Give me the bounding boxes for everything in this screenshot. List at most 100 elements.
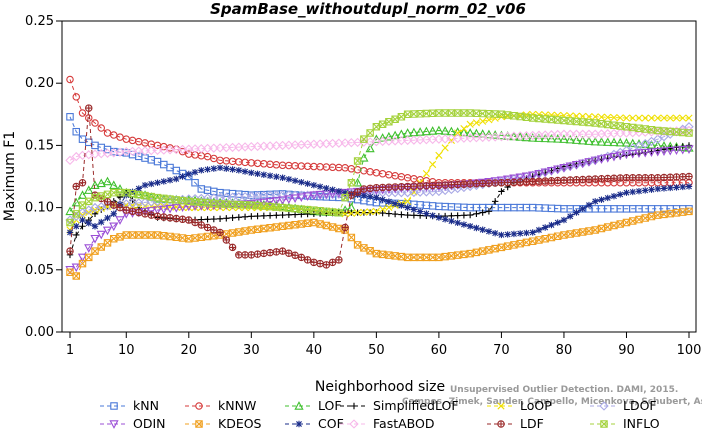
data-point [190, 202, 200, 211]
data-point [265, 141, 275, 151]
data-point [328, 223, 337, 231]
data-point [666, 209, 674, 218]
data-point [385, 210, 393, 217]
data-point [165, 145, 175, 155]
data-point [609, 128, 619, 139]
data-point [598, 196, 605, 203]
series-line [69, 167, 690, 236]
data-point [454, 219, 461, 226]
data-point [398, 183, 405, 190]
data-point [179, 216, 186, 223]
y-tick-label: 0.15 [25, 138, 54, 153]
data-point [352, 177, 363, 187]
data-point [585, 201, 593, 209]
data-point [228, 229, 237, 237]
data-point [610, 192, 618, 200]
data-point [271, 190, 282, 201]
data-point [304, 180, 311, 187]
data-point [141, 182, 149, 189]
data-point [323, 184, 330, 192]
y-tick-label: 0.20 [25, 76, 54, 91]
data-point [290, 194, 300, 204]
data-point [446, 134, 457, 144]
data-point [348, 191, 355, 199]
data-point [129, 208, 136, 215]
data-point [504, 179, 511, 186]
data-point [373, 194, 380, 201]
data-point [554, 219, 561, 226]
data-point [379, 205, 387, 213]
data-point [515, 131, 525, 141]
data-point [371, 136, 382, 147]
data-point [204, 216, 211, 223]
data-point [160, 178, 167, 185]
data-point [498, 231, 505, 239]
data-point [360, 135, 368, 143]
data-point [540, 168, 550, 178]
data-point [560, 231, 568, 239]
data-point [390, 136, 400, 146]
data-point [648, 174, 655, 181]
data-point [377, 136, 388, 147]
data-point [491, 244, 499, 253]
data-point [91, 141, 99, 150]
data-point [223, 215, 230, 222]
data-point [266, 224, 274, 232]
data-point [660, 114, 668, 122]
data-point [198, 221, 205, 229]
data-point [285, 211, 293, 219]
data-point [366, 185, 374, 192]
data-point [72, 93, 81, 101]
data-point [272, 223, 281, 231]
series-knn [66, 113, 693, 213]
data-point [423, 210, 430, 217]
data-point [198, 167, 205, 174]
data-point [665, 146, 675, 156]
data-point [391, 183, 399, 191]
data-point [260, 224, 268, 233]
data-point [591, 226, 599, 234]
data-point [434, 125, 444, 135]
data-point [460, 221, 468, 228]
data-point [679, 173, 686, 180]
data-point [246, 200, 256, 209]
legend-marker [195, 402, 203, 410]
data-point [622, 114, 631, 122]
data-point [642, 174, 649, 181]
data-point [160, 213, 167, 221]
data-point [604, 194, 611, 202]
data-point [379, 196, 386, 203]
legend-marker [349, 419, 359, 429]
data-point [241, 227, 249, 235]
data-point [559, 129, 569, 139]
data-point [303, 219, 312, 228]
data-point [485, 180, 493, 187]
data-point [291, 252, 299, 259]
data-point [360, 244, 368, 252]
legend-marker [294, 401, 304, 410]
data-point [259, 191, 269, 201]
data-point [560, 216, 568, 224]
data-point [109, 180, 119, 189]
data-point [460, 212, 468, 219]
data-point [104, 214, 111, 222]
data-point [159, 205, 169, 215]
data-point [273, 173, 280, 180]
data-point [635, 215, 643, 224]
data-point [241, 168, 249, 175]
data-point [359, 137, 369, 147]
data-point [534, 170, 544, 179]
data-point [79, 223, 86, 230]
data-point [547, 233, 556, 242]
data-point [166, 177, 174, 184]
data-point [191, 178, 199, 187]
data-point [659, 147, 669, 156]
data-point [585, 112, 593, 121]
data-point [653, 134, 663, 144]
data-point [484, 177, 494, 187]
data-point [404, 211, 411, 219]
data-point [222, 230, 231, 238]
data-point [566, 230, 574, 238]
data-point [460, 181, 468, 188]
data-point [429, 182, 436, 189]
